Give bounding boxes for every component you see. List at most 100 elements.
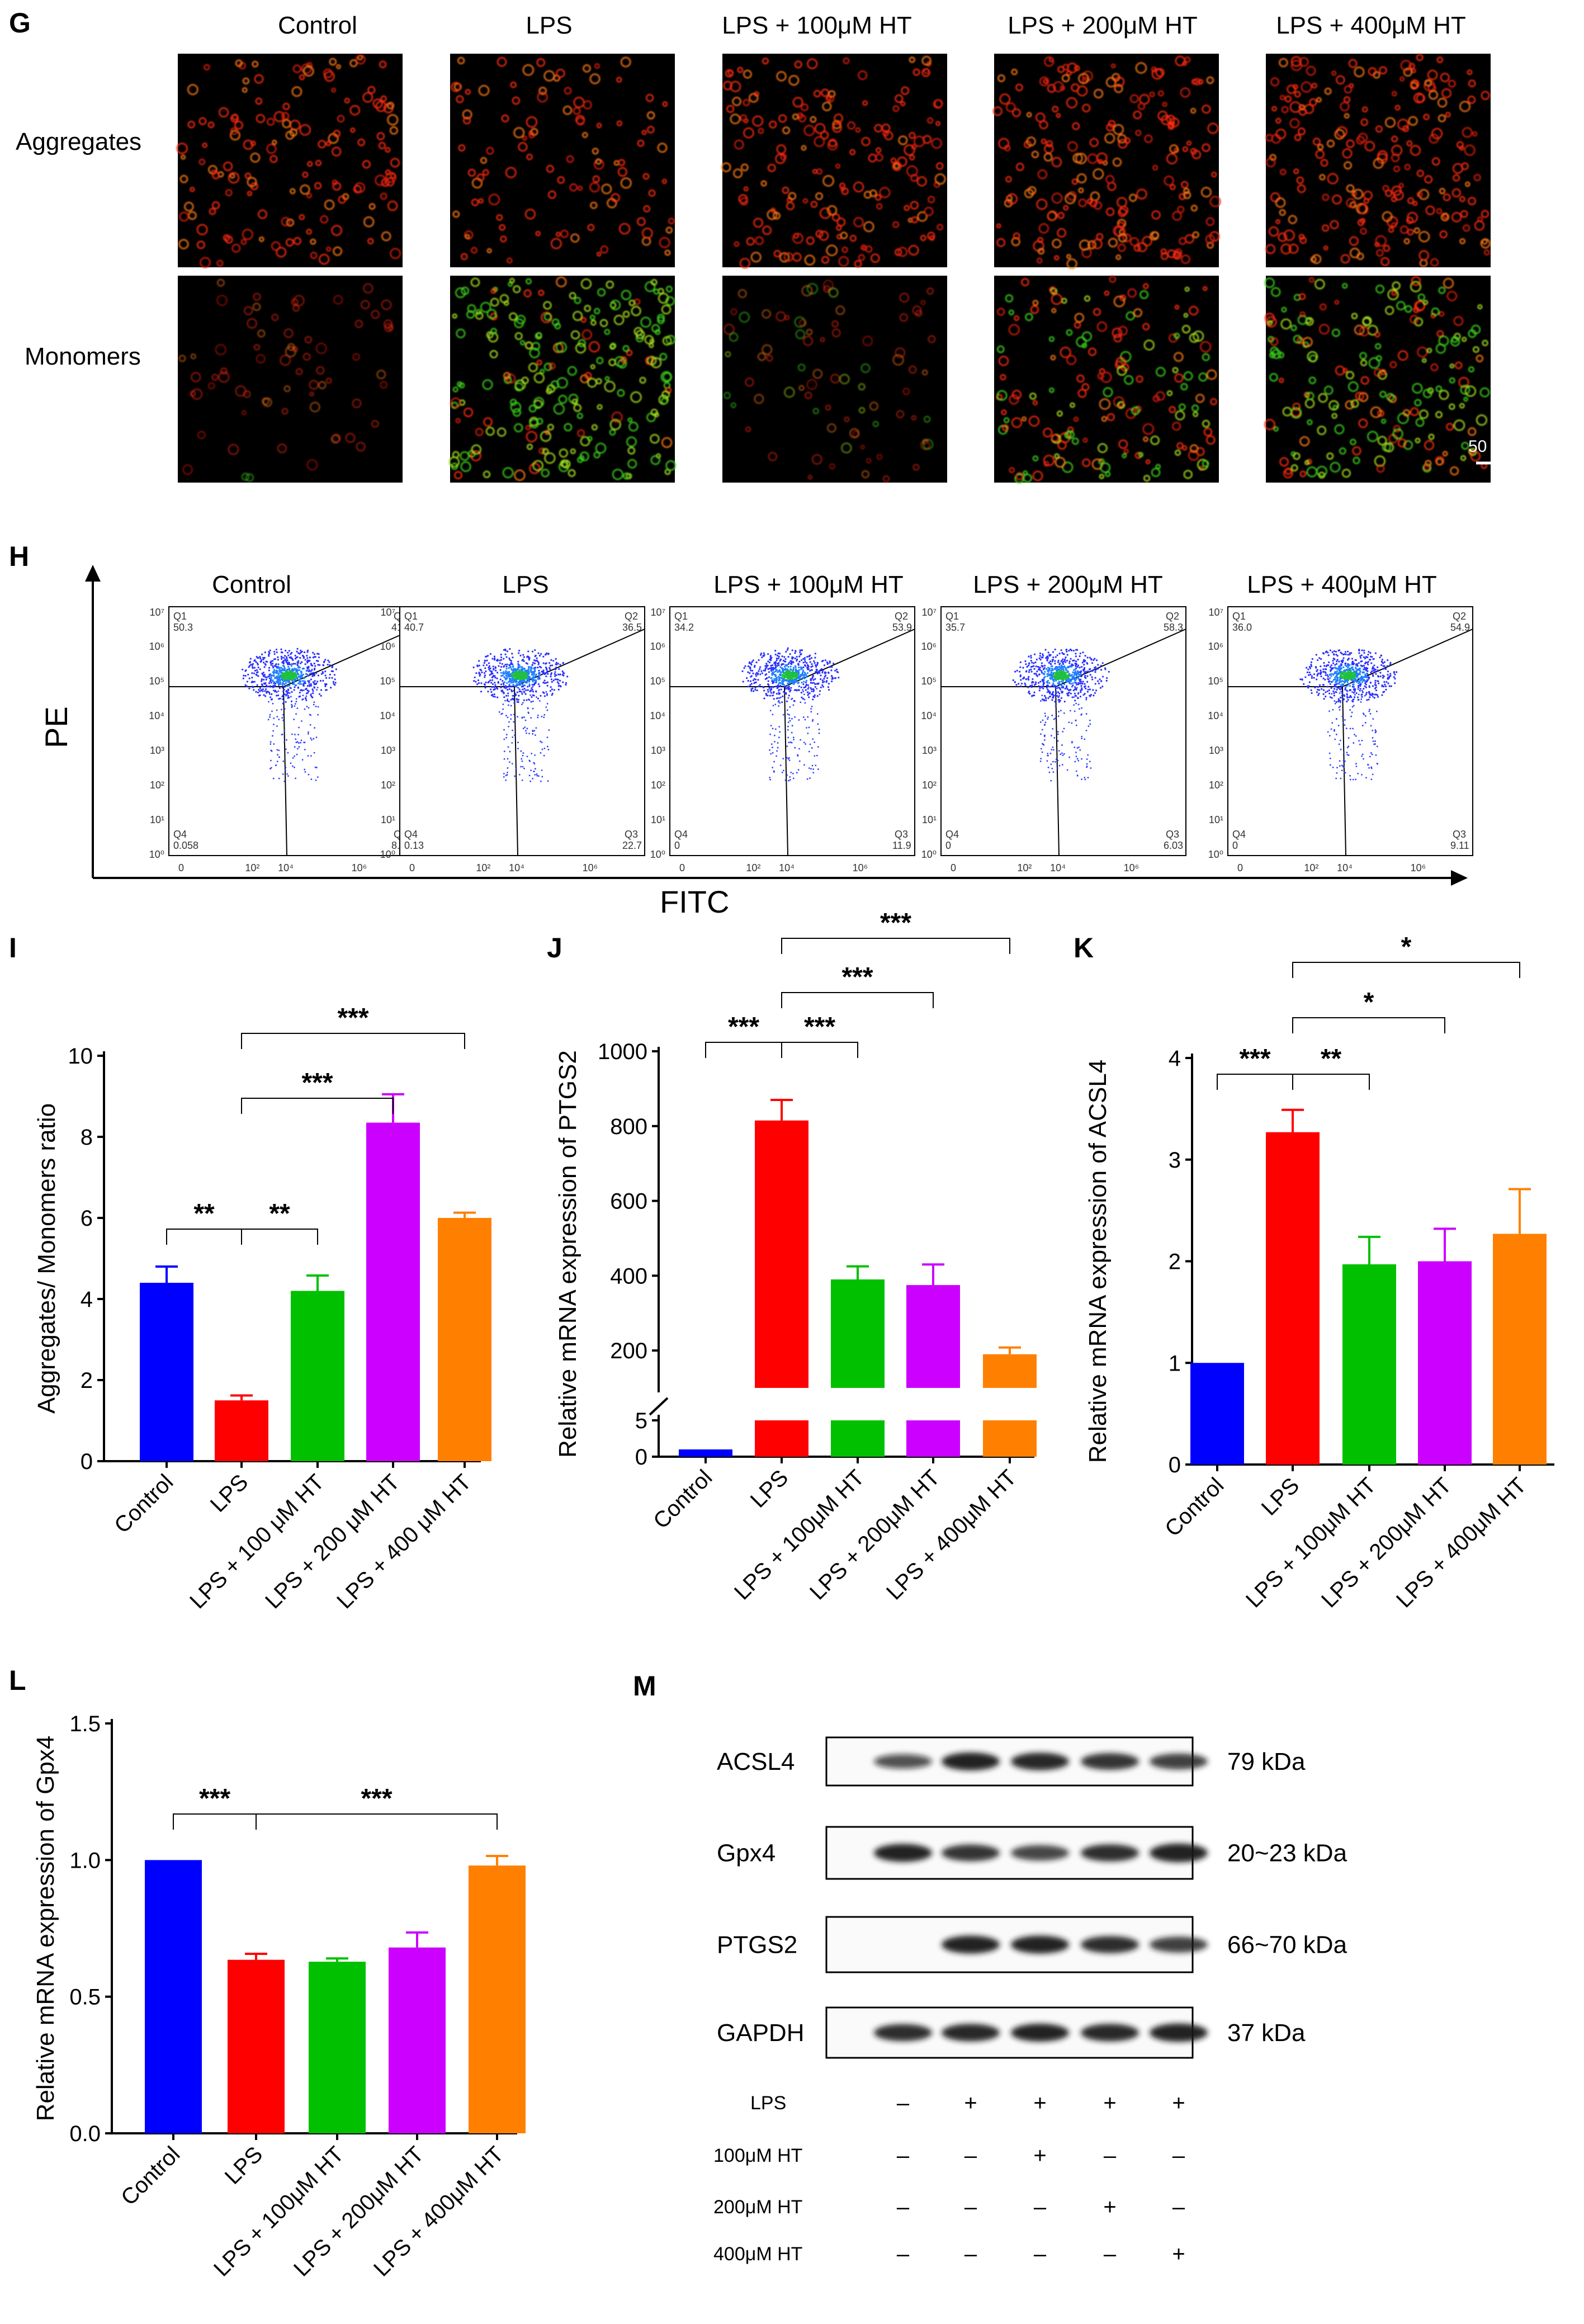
fitc-tick-label: 10²	[476, 862, 490, 873]
treatment-sign: –	[964, 2242, 977, 2266]
blot-gapdh: GAPDH 37 kDa	[717, 2006, 1306, 2059]
x-tick-label: LPS	[746, 1465, 793, 1513]
micrograph-background	[1266, 276, 1491, 483]
fitc-arrowhead	[1451, 870, 1468, 886]
y-tick-label: 800	[610, 1114, 647, 1139]
flow-cytometry-plots: ControlQ150.3Q241.3Q40.058Q38.4210⁷10⁶10…	[149, 571, 1473, 873]
quadrant-name-q4: Q4	[674, 829, 688, 840]
fitc-tick-label: 10²	[245, 862, 259, 873]
quadrant-name-q4: Q4	[404, 829, 418, 840]
significance-stars: *	[1364, 988, 1374, 1017]
x-tick-label: LPS	[206, 1470, 253, 1517]
cell-dots	[723, 280, 936, 483]
pe-tick-label: 10²	[381, 780, 395, 791]
micrograph-background	[722, 54, 947, 267]
cell-dots	[448, 276, 677, 481]
quadrant-q1-value: 50.3	[173, 622, 193, 633]
significance-stars: ***	[199, 1784, 230, 1813]
blot-bands	[874, 2023, 1208, 2042]
y-tick-label: 5	[635, 1409, 647, 1433]
quadrant-name-q2: Q2	[625, 611, 638, 622]
micrograph-monomers-2	[448, 276, 677, 483]
treatment-sign: –	[1034, 2242, 1047, 2266]
y-axis-label: Relative mRNA expression of ACSL4	[1084, 1060, 1112, 1463]
y-tick-label: 0.0	[69, 2122, 101, 2146]
x-tick-label: LPS + 400μM HT	[882, 1465, 1021, 1604]
pe-tick-label: 10¹	[651, 814, 665, 825]
protein-band	[874, 1754, 932, 1769]
blot-bands	[942, 1935, 1208, 1954]
pe-tick-label: 10³	[651, 745, 665, 756]
flow-plot-title: LPS	[502, 571, 549, 598]
pe-tick-label: 10³	[150, 745, 164, 756]
y-tick-label: 4	[1169, 1046, 1181, 1071]
blot-gpx4: Gpx4 20~23 kDa	[717, 1826, 1347, 1880]
significance-bracket	[705, 1042, 782, 1058]
bar-2	[755, 1120, 808, 1388]
blot-ptgs2: PTGS2 66~70 kDa	[717, 1916, 1347, 1973]
x-tick-label: LPS + 100μM HT	[1241, 1473, 1380, 1612]
quadrant-name-q3: Q3	[625, 829, 638, 840]
blot-kda-label: 37 kDa	[1227, 2019, 1306, 2047]
quadrant-q2-value: 58.3	[1164, 622, 1183, 633]
treatment-sign: +	[1033, 2091, 1046, 2115]
cell-dots	[996, 276, 1217, 484]
y-tick-label: 4	[81, 1287, 93, 1312]
significance-stars: **	[269, 1199, 290, 1229]
y-tick-label: 10	[68, 1044, 93, 1069]
significance-stars: **	[1321, 1044, 1342, 1074]
y-tick-label: 2	[81, 1368, 93, 1393]
quadrant-q4-value: 0	[1232, 840, 1238, 851]
quadrant-name-q2: Q2	[1166, 611, 1179, 622]
cell-dots	[1265, 54, 1491, 267]
bar-3	[1342, 1264, 1396, 1465]
quadrant-name-q2: Q2	[895, 611, 908, 622]
quadrant-name-q1: Q1	[945, 611, 959, 622]
bar-4	[366, 1122, 420, 1461]
significance-bracket	[173, 1813, 257, 1830]
flow-plot-frame	[1227, 606, 1473, 856]
bar-3	[831, 1279, 885, 1388]
fitc-tick-label: 10²	[1304, 862, 1318, 873]
protein-band	[1011, 1935, 1069, 1954]
bar-4	[1418, 1261, 1472, 1465]
bar-3	[291, 1291, 344, 1461]
treatment-sign: +	[1172, 2091, 1185, 2115]
flow-plot-frame	[669, 606, 915, 856]
fitc-tick-label: 10⁶	[1124, 862, 1139, 873]
protein-band	[942, 1753, 1000, 1770]
fitc-tick-label: 0	[679, 862, 685, 873]
bar-2	[1266, 1132, 1320, 1465]
flow-plot-title: Control	[212, 571, 291, 598]
treatment-sign: –	[897, 2143, 910, 2168]
flow-plot-title: LPS + 200μM HT	[973, 571, 1163, 598]
gate-horizontal-right	[514, 629, 645, 687]
pe-tick-label: 10³	[381, 745, 395, 756]
pe-tick-label: 10⁰	[921, 849, 937, 860]
significance-stars: *	[1401, 932, 1412, 962]
quadrant-q1-value: 35.7	[945, 622, 965, 633]
quadrant-q3-value: 11.9	[892, 840, 911, 851]
y-tick-label: 1	[1169, 1351, 1181, 1376]
y-axis-label: Relative mRNA expression of PTGS2	[554, 1050, 581, 1458]
panel-k-label: K	[1074, 932, 1094, 963]
significance-bracket	[781, 1042, 858, 1058]
bar-1	[679, 1449, 732, 1457]
x-tick-label: Control	[110, 1470, 178, 1538]
treatment-sign: +	[1172, 2242, 1185, 2266]
significance-bracket	[781, 938, 1010, 954]
quadrant-name-q3: Q3	[895, 829, 908, 840]
bar-lower-segment	[831, 1420, 885, 1457]
significance-stars: ***	[804, 1012, 835, 1042]
treatment-sign: +	[964, 2091, 977, 2115]
panel-g: G Control LPS LPS + 100μM HT LPS + 200μM HT…	[9, 7, 1515, 484]
row-label-monomers: Monomers	[25, 343, 141, 370]
flow-plot-title: LPS + 400μM HT	[1247, 571, 1437, 598]
row-label-aggregates: Aggregates	[16, 128, 141, 155]
cell-dots	[721, 56, 946, 269]
x-tick-label: LPS	[1257, 1473, 1304, 1520]
protein-band	[1011, 1845, 1069, 1861]
pe-tick-label: 10⁷	[1208, 607, 1223, 618]
pe-tick-label: 10⁵	[1208, 676, 1223, 687]
